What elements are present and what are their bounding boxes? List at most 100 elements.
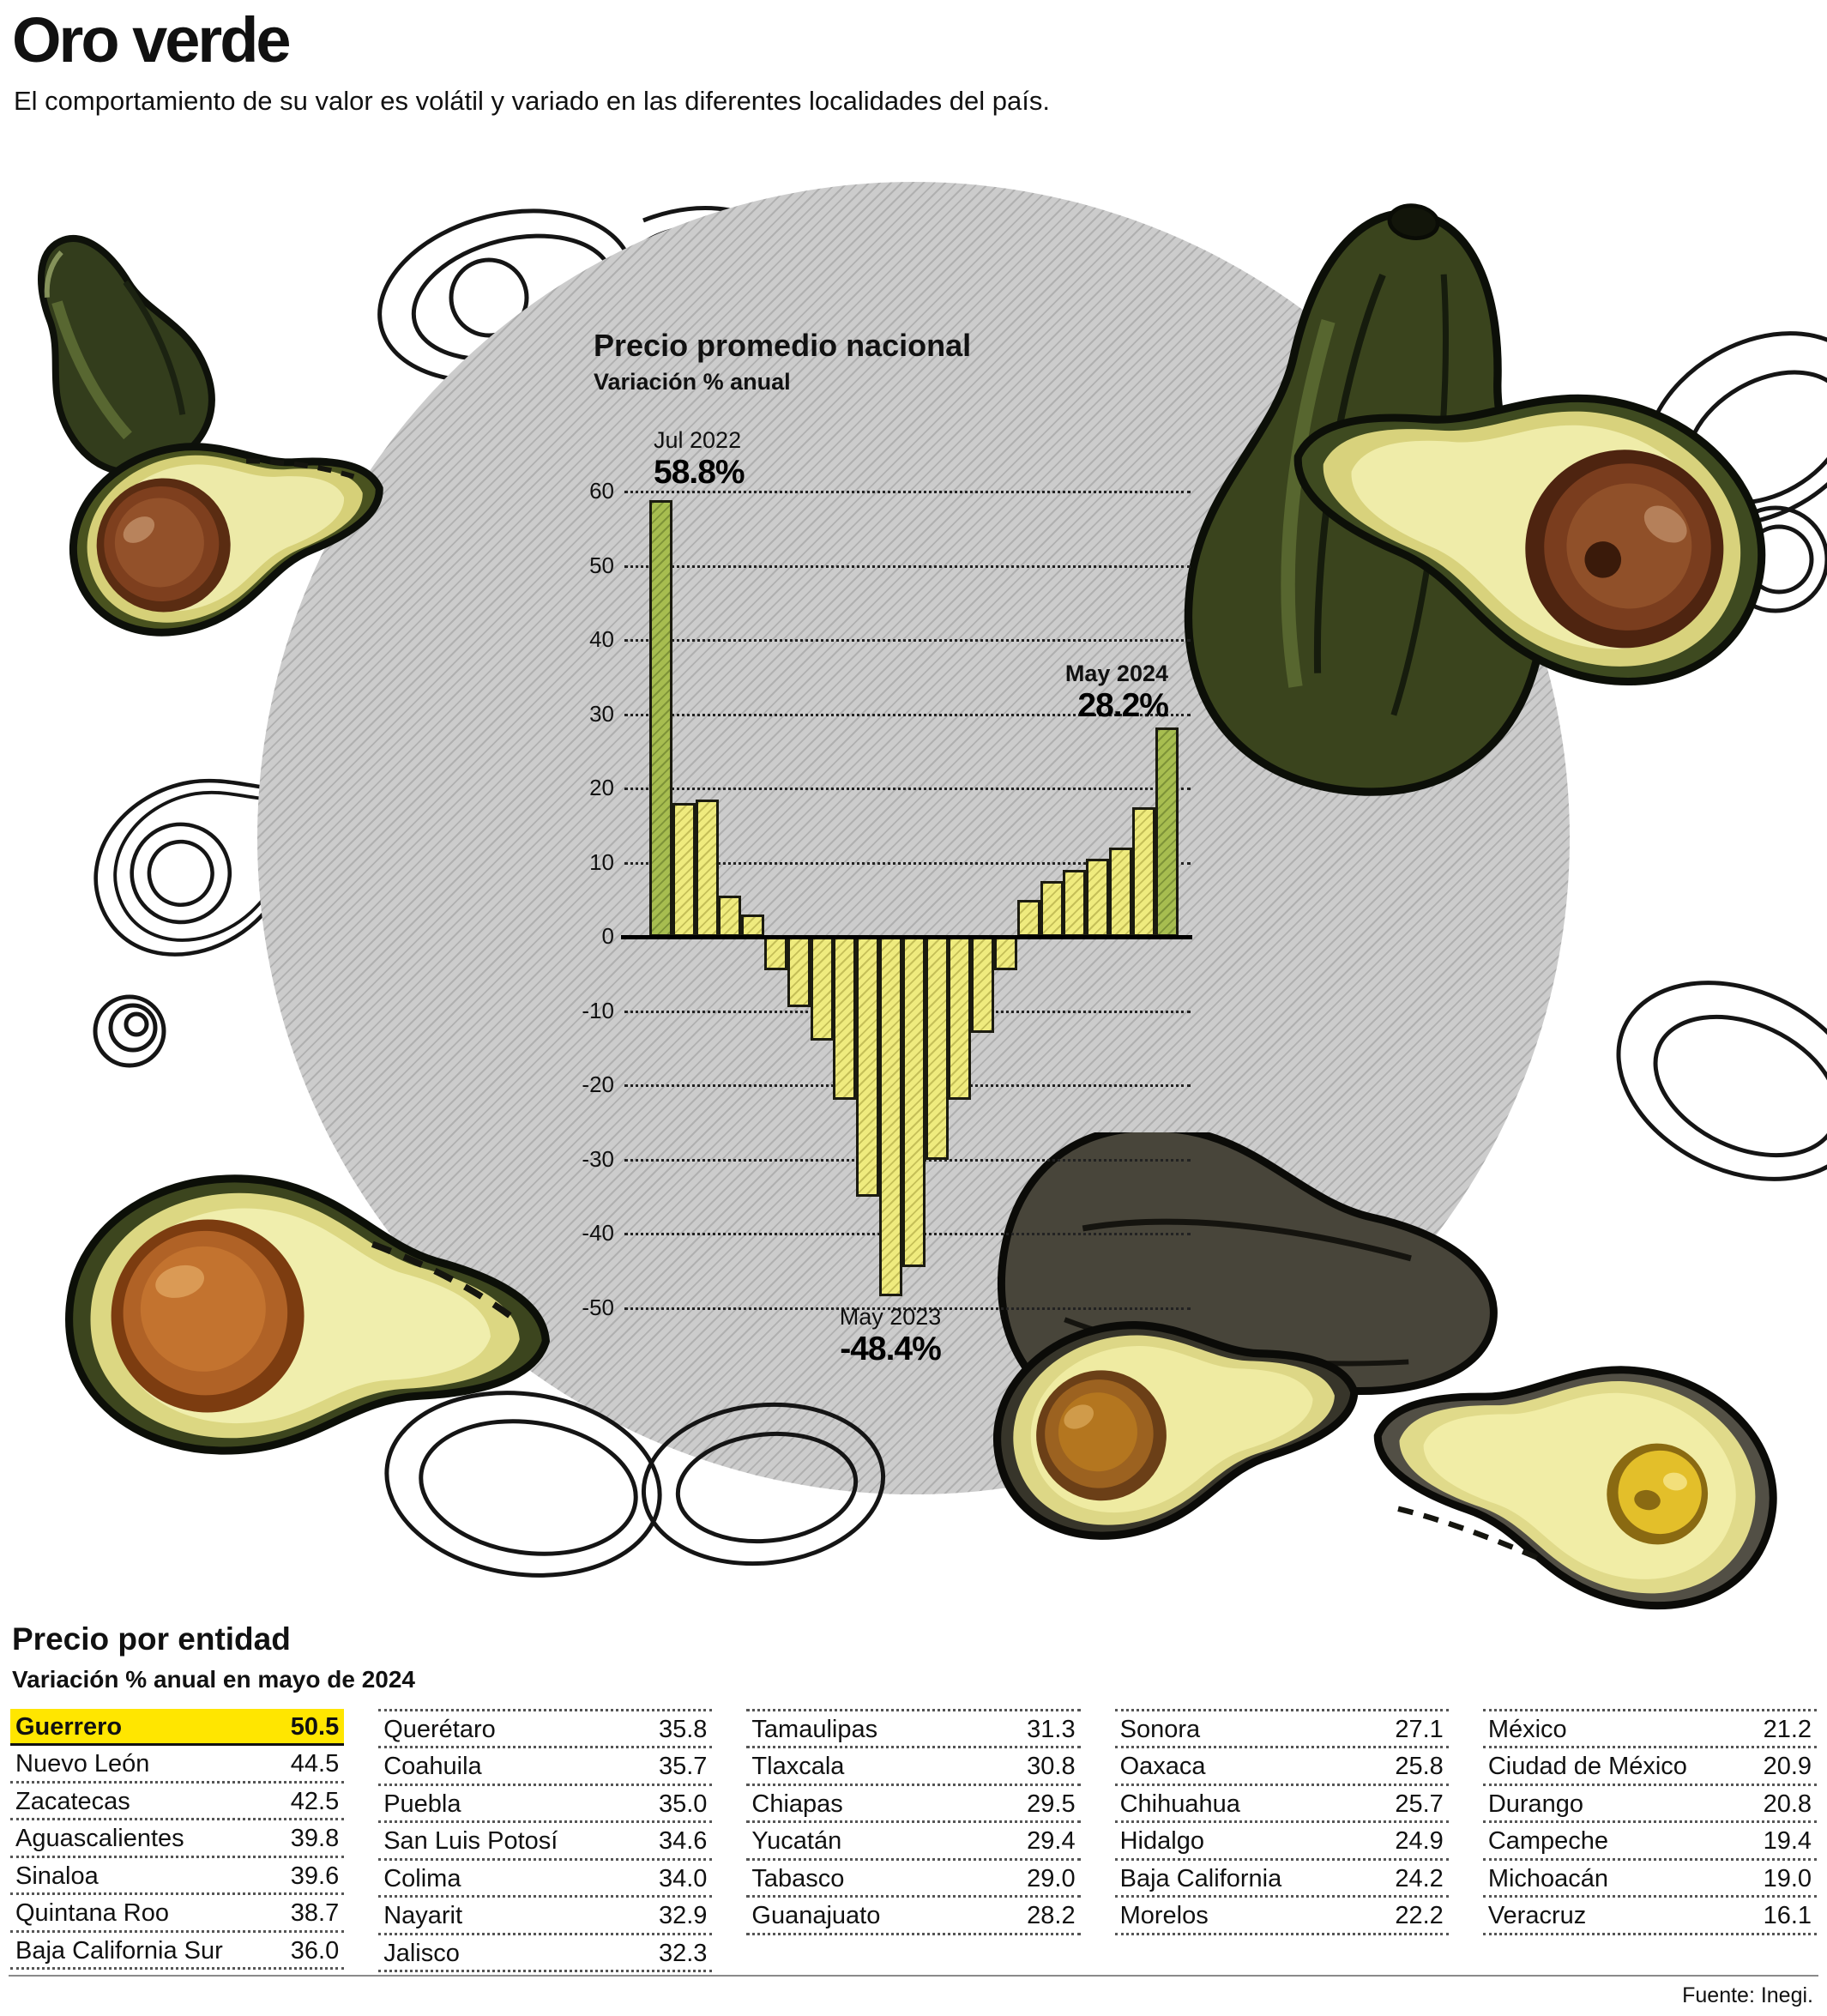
entity-value: 34.0 (658, 1864, 708, 1892)
gridline (624, 788, 1191, 790)
bar-mar-2023 (833, 937, 857, 1101)
bar-ene-2023 (787, 937, 811, 1008)
entity-value: 19.0 (1763, 1864, 1812, 1892)
entity-column: Tamaulipas 31.3 Tlaxcala 30.8 Chiapas 29.5 Yuc… (746, 1709, 1081, 1972)
page-subtitle: El comportamiento de su valor es volátil… (14, 86, 1050, 116)
annotation-minimum-value: -48.4% (840, 1331, 942, 1367)
y-axis-tick-label: -30 (582, 1145, 614, 1172)
entity-value: 22.2 (1395, 1902, 1444, 1930)
entity-value: 25.7 (1395, 1790, 1444, 1818)
entity-value: 36.0 (290, 1936, 340, 1965)
chart-title: Precio promedio nacional (594, 328, 972, 363)
entity-value: 35.7 (658, 1753, 708, 1781)
bar-oct-2022 (718, 896, 742, 937)
annotation-minimum: May 2023 -48.4% (794, 1304, 986, 1368)
bar-jul-2023 (925, 937, 949, 1160)
entity-value: 21.2 (1763, 1716, 1812, 1743)
entity-row-chihuahua: Chihuahua 25.7 (1114, 1786, 1449, 1824)
avocado-half-icon (57, 1162, 560, 1484)
y-axis-tick-label: -50 (582, 1294, 614, 1320)
gridline (624, 861, 1191, 865)
entity-column: Querétaro 35.8 Coahuila 35.7 Puebla 35.0 San L… (378, 1709, 713, 1973)
entity-name: Quintana Roo (15, 1899, 169, 1928)
source-credit: Fuente: Inegi. (1682, 1983, 1813, 2007)
entity-value: 25.8 (1395, 1753, 1444, 1781)
gridline (624, 713, 1191, 716)
entity-value: 16.1 (1763, 1902, 1812, 1930)
bar-feb-2023 (810, 937, 834, 1041)
y-axis-tick-label: 40 (589, 626, 614, 652)
gridline (624, 639, 1191, 642)
entity-value: 28.2 (1027, 1902, 1076, 1930)
entity-name: Tamaulipas (751, 1716, 878, 1743)
bar-ago-2022 (672, 803, 696, 937)
entity-name: Chiapas (751, 1790, 843, 1818)
bar-abr-2024 (1131, 806, 1155, 937)
entity-name: Guanajuato (751, 1902, 881, 1930)
entity-row-querétaro: Querétaro 35.8 (378, 1711, 713, 1749)
avocado-sketch-right-lower (1616, 981, 1827, 1181)
entity-row-sinaloa: Sinaloa 39.6 (10, 1858, 345, 1896)
entity-row-baja-california: Baja California 24.2 (1114, 1861, 1449, 1898)
entity-value: 44.5 (290, 1750, 340, 1778)
entity-name: Oaxaca (1119, 1753, 1206, 1781)
entity-name: Durango (1487, 1790, 1584, 1818)
entity-value: 24.2 (1395, 1864, 1444, 1892)
entity-row-baja-california-sur: Baja California Sur 36.0 (10, 1933, 345, 1971)
entity-value: 27.1 (1395, 1716, 1444, 1743)
entity-name: Baja California Sur (15, 1936, 223, 1965)
entity-table: Guerrero 50.5 Nuevo León 44.5 Zacatecas 42.5 A… (10, 1709, 1818, 1973)
entity-row-morelos: Morelos 22.2 (1114, 1898, 1449, 1935)
entity-column: Guerrero 50.5 Nuevo León 44.5 Zacatecas 42.5 A… (10, 1709, 345, 1972)
entity-value: 32.9 (658, 1902, 708, 1930)
entity-value: 50.5 (290, 1713, 340, 1741)
entity-row-colima: Colima 34.0 (378, 1861, 713, 1898)
avocado-sketch-bottom-center (384, 1391, 886, 1578)
entity-value: 19.4 (1763, 1827, 1812, 1856)
entity-name: Ciudad de México (1487, 1753, 1687, 1781)
bar-mar-2024 (1109, 848, 1132, 937)
entity-name: Querétaro (383, 1716, 496, 1743)
entity-row-sonora: Sonora 27.1 (1114, 1711, 1449, 1749)
entity-name: Zacatecas (15, 1787, 130, 1815)
entity-value: 38.7 (290, 1899, 340, 1928)
entity-name: Sonora (1119, 1716, 1201, 1743)
entity-name: Campeche (1487, 1827, 1609, 1856)
entity-row-oaxaca: Oaxaca 25.8 (1114, 1748, 1449, 1786)
bar-ago-2023 (948, 937, 972, 1101)
entity-name: Puebla (383, 1790, 461, 1818)
entity-row-veracruz: Veracruz 16.1 (1482, 1898, 1818, 1935)
bar-may-2024 (1155, 727, 1179, 937)
entity-row-tamaulipas: Tamaulipas 31.3 (746, 1711, 1081, 1749)
entity-row-guanajuato: Guanajuato 28.2 (746, 1898, 1081, 1935)
entity-row-tabasco: Tabasco 29.0 (746, 1861, 1081, 1898)
entity-value: 20.9 (1763, 1753, 1812, 1781)
entity-value: 31.3 (1027, 1716, 1076, 1743)
bar-abr-2023 (856, 937, 880, 1197)
entity-value: 39.8 (290, 1825, 340, 1853)
bar-dic-2022 (764, 937, 787, 970)
chart-subtitle: Variación % anual (594, 369, 791, 395)
annotation-latest-date: May 2024 (1064, 661, 1168, 686)
y-axis-tick-label: -10 (582, 997, 614, 1023)
y-axis-tick-label: 20 (589, 775, 614, 800)
entity-value: 39.6 (290, 1862, 340, 1890)
y-axis-tick-label: 30 (589, 700, 614, 727)
entity-row-jalisco: Jalisco 32.3 (378, 1935, 713, 1973)
bar-jul-2022 (649, 500, 672, 937)
avocado-sketch-left (47, 712, 407, 1068)
avocado-half-icon (983, 1295, 1369, 1550)
entity-row-san-luis-potosí: San Luis Potosí 34.6 (378, 1823, 713, 1861)
entity-value: 29.0 (1027, 1864, 1076, 1892)
entity-table-subtitle: Variación % anual en mayo de 2024 (12, 1666, 415, 1693)
entity-name: México (1487, 1716, 1567, 1743)
entity-name: Yucatán (751, 1827, 842, 1856)
y-axis-tick-label: -20 (582, 1071, 614, 1097)
bar-ene-2024 (1063, 870, 1087, 937)
entity-value: 29.5 (1027, 1790, 1076, 1818)
y-axis-tick-label: 60 (589, 478, 614, 504)
y-axis-tick-label: -40 (582, 1220, 614, 1246)
entity-column: México 21.2 Ciudad de México 20.9 Durango 20.… (1482, 1709, 1818, 1972)
annotation-peak-date: Jul 2022 (654, 427, 742, 453)
bar-oct-2023 (994, 937, 1017, 970)
